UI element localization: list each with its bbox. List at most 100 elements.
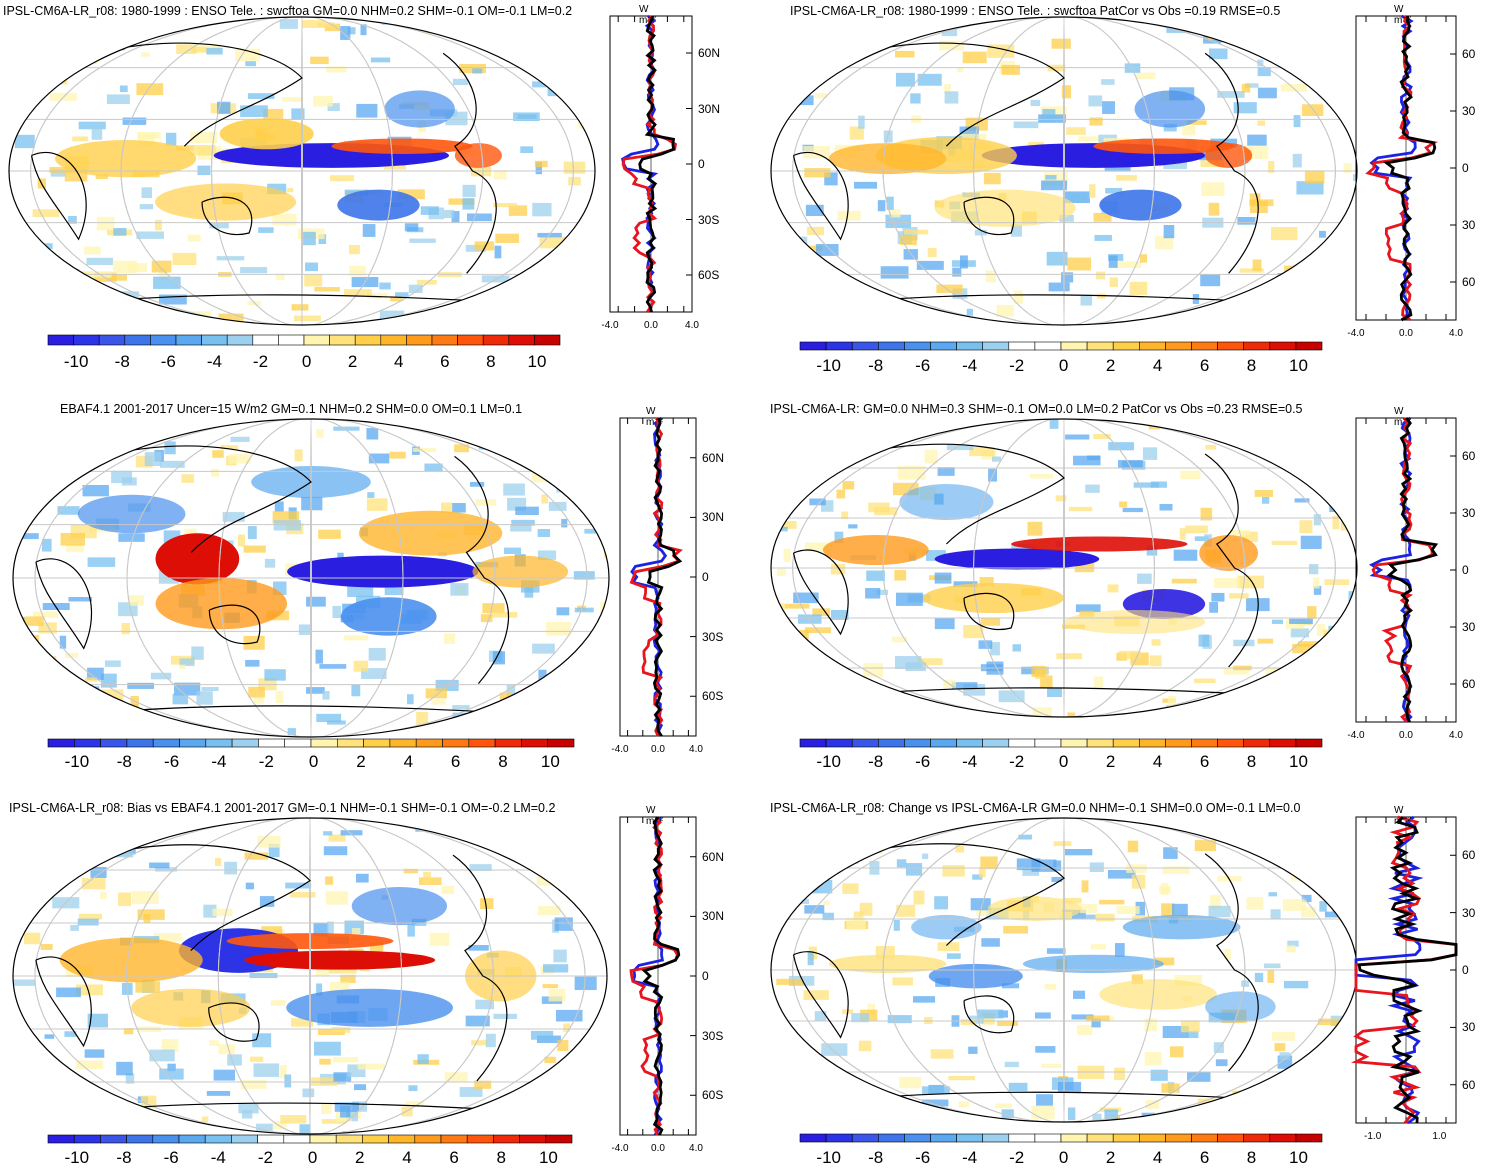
field-cell: [1150, 481, 1167, 488]
field-cell: [535, 162, 543, 175]
field-cell: [841, 511, 849, 520]
colorbar-swatch: [406, 334, 433, 346]
field-cell: [321, 1103, 332, 1115]
meridian-line: [34, 818, 586, 1134]
zonal-unit: W m⁻²: [1394, 805, 1411, 827]
colorbar-tick-label: -6: [915, 356, 931, 375]
field-cell: [474, 241, 495, 251]
field-cell: [216, 256, 245, 261]
field-cell: [851, 1013, 870, 1023]
field-cell: [930, 1049, 954, 1059]
field-cell: [994, 1103, 1012, 1109]
field-cell: [776, 978, 804, 985]
colorbar-swatch: [152, 1134, 180, 1144]
zonal-lat-label: 0: [702, 570, 709, 584]
field-cell: [866, 313, 891, 321]
field-cell: [542, 853, 564, 864]
colorbar-swatch: [825, 341, 853, 351]
zonal-x-label: 0.0: [1399, 328, 1413, 339]
field-cell: [407, 924, 415, 937]
field-cell: [946, 444, 974, 451]
field-cell: [360, 24, 367, 36]
colorbar-tick-label: 0: [308, 752, 319, 771]
field-cell: [1101, 79, 1115, 85]
field-cell: [1012, 644, 1022, 652]
field-cell: [356, 873, 369, 883]
field-cell: [891, 636, 908, 643]
field-cell: [781, 603, 810, 609]
field-cell: [323, 831, 333, 836]
field-cell: [1313, 300, 1341, 307]
field-cell: [848, 524, 858, 529]
zonal-unit: W m⁻²: [646, 406, 663, 428]
field-cell: [1187, 1071, 1211, 1082]
field-cell: [1257, 66, 1271, 77]
meridian-line: [973, 818, 1155, 1122]
field-cell: [139, 204, 154, 210]
zonal-lat-label: 30N: [702, 909, 725, 924]
field-cell: [1254, 310, 1270, 319]
field-cell: [970, 898, 991, 911]
field-cell: [325, 876, 334, 885]
field-cell: [896, 859, 907, 868]
field-cell: [942, 865, 965, 877]
colorbar-tick-label: 10: [1289, 752, 1308, 771]
field-cell: [59, 1077, 83, 1086]
field-cell: [285, 882, 312, 889]
anomaly-region: [155, 578, 288, 630]
zonal-lat-label: 60S: [702, 689, 724, 704]
field-cell: [1056, 653, 1083, 660]
colorbar-tick-label: -10: [816, 356, 841, 375]
field-cell: [72, 136, 88, 142]
field-cell: [431, 699, 446, 705]
field-cell: [66, 543, 84, 552]
field-cell: [946, 953, 961, 959]
field-cell: [1193, 315, 1222, 324]
field-cell: [454, 444, 470, 453]
colorbar-swatch: [303, 334, 330, 346]
field-cell: [1328, 651, 1353, 657]
field-cell: [32, 611, 58, 618]
field-cell: [1338, 39, 1352, 45]
colorbar-swatch: [494, 738, 522, 748]
field-cell: [248, 686, 265, 698]
colorbar-tick-label: -8: [116, 752, 132, 771]
field-cell: [818, 310, 840, 324]
field-cell: [979, 576, 994, 586]
field-cell: [917, 73, 942, 86]
field-cell: [179, 664, 186, 669]
field-cell: [315, 649, 323, 664]
field-cell: [181, 474, 195, 483]
field-cell: [163, 724, 177, 732]
field-cell: [16, 76, 44, 83]
field-cell: [506, 684, 516, 698]
field-cell: [1032, 707, 1053, 717]
meridian-line: [1063, 419, 1065, 717]
field-cell: [59, 635, 67, 649]
field-cell: [245, 882, 254, 890]
meridian-line: [218, 419, 404, 737]
zonal-lat-label: 30N: [702, 510, 725, 525]
field-cell: [1334, 239, 1350, 250]
field-cell: [121, 622, 131, 635]
colorbar-swatch: [278, 334, 305, 346]
field-cell: [1257, 87, 1277, 99]
field-cell: [1107, 869, 1136, 879]
field-cell: [542, 1080, 570, 1088]
field-cell: [858, 1040, 872, 1052]
field-cell: [245, 659, 260, 667]
field-cell: [896, 904, 916, 917]
field-cell: [1051, 876, 1063, 883]
field-cell: [1194, 536, 1210, 541]
field-cell: [420, 206, 439, 215]
zonal-lat-label: 60N: [698, 46, 721, 60]
field-cell: [264, 669, 286, 681]
colorbar-tick-label: -8: [868, 1148, 884, 1167]
field-cell: [403, 868, 418, 874]
field-cell: [150, 672, 172, 680]
field-cell: [1316, 624, 1326, 637]
anomaly-region: [77, 494, 186, 534]
zonal-x-label: -4.0: [601, 320, 619, 331]
field-cell: [287, 188, 294, 193]
field-cell: [1186, 120, 1207, 125]
